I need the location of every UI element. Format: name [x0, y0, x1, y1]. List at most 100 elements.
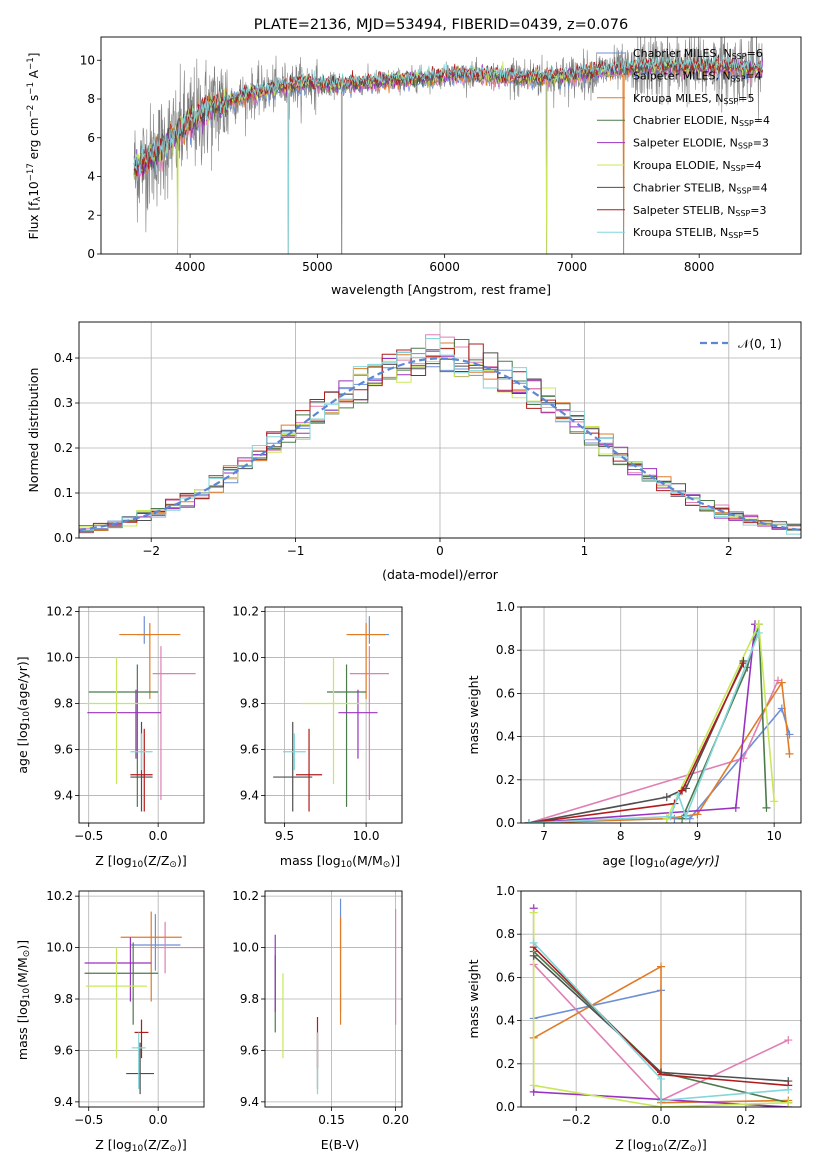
- spectrum-model-kroupa-stelib: [133, 52, 763, 254]
- x-tick-label: −2: [142, 544, 160, 558]
- weight-marker: [662, 793, 671, 802]
- axes-frame: [520, 890, 802, 1108]
- x-tick-label: 0.0: [651, 1113, 670, 1127]
- spectrum-title: PLATE=2136, MJD=53494, FIBERID=0439, z=0…: [254, 17, 628, 33]
- label-part: −2: [26, 105, 36, 118]
- residuals-plot-area: [79, 334, 801, 535]
- weight-marker: [681, 812, 690, 821]
- y-tick-label: 10.2: [232, 605, 259, 619]
- weight-marker: [529, 938, 538, 947]
- weight-marker: [762, 803, 771, 812]
- residual-y-label: Normed distribution: [26, 368, 41, 493]
- label-part: (M/M: [352, 853, 383, 868]
- weight-marker: [754, 620, 763, 629]
- x-tick-label: 0.15: [318, 1113, 345, 1127]
- label-part: Salpeter ELODIE, N: [633, 137, 738, 150]
- age-vs-z-panel: −0.5 0.09.49.69.810.010.2Z [log10(Z/Z⊙)]a…: [15, 605, 205, 870]
- y-tick-label: 9.6: [54, 742, 73, 756]
- y-tick-label: 10: [80, 53, 95, 67]
- errorbar-salpeter-stelib: [134, 1019, 149, 1059]
- weight-vs-z-panel: −0.2 0.0 0.2 0.0 0.2 0.4 0.6 0.8 1.0 mass weight Z…: [466, 884, 802, 1154]
- y-tick-label: 1.0: [496, 884, 515, 898]
- errorbar-kroupa-elodie: [85, 947, 148, 1059]
- y-tick-label: 10.0: [46, 941, 73, 955]
- y-tick-label: 9.6: [240, 1043, 259, 1057]
- y-tick-label: 9.8: [240, 697, 259, 711]
- axes-frame: [520, 606, 802, 824]
- axes-frame: [78, 321, 802, 539]
- x-tick-label: 6000: [429, 260, 460, 274]
- x-tick-label: 10.0: [353, 829, 380, 843]
- label-part: )]: [15, 940, 30, 950]
- weight-marker: [770, 797, 779, 806]
- label-part: =5: [743, 226, 759, 239]
- weight-marker: [657, 1096, 665, 1105]
- x-tick-label: 0.0: [149, 1113, 168, 1127]
- weight-vs-age-panel: 7 8 9 10 0.0 0.2 0.4 0.6 0.8 1.0 mass weight age [l…: [466, 600, 802, 870]
- y-tick-label: 0.6: [496, 686, 515, 700]
- y-tick-label: 0.0: [496, 816, 515, 830]
- y-tick-label: 0.0: [496, 1100, 515, 1114]
- label-part: )]: [177, 853, 187, 868]
- legend-entry-chabrier-miles: Chabrier MILES, NSSP=6: [633, 47, 763, 61]
- label-part: =4: [745, 159, 761, 172]
- y-tick-label: 0.4: [496, 730, 515, 744]
- label-part: s: [27, 95, 41, 105]
- y-axis-label: age [log10(age/yr)]: [15, 656, 32, 773]
- weight-marker: [731, 803, 740, 812]
- weight-marker: [529, 951, 538, 960]
- label-part: SSP: [728, 231, 743, 240]
- x-tick-label: −1: [287, 544, 305, 558]
- y-tick-label: 9.8: [240, 992, 259, 1006]
- x-tick-label: 9: [694, 829, 702, 843]
- x-axis-label: mass [log10(M/M⊙)]: [280, 853, 400, 870]
- x-tick-label: 10: [767, 829, 782, 843]
- errorbar-salpeter-stelib: [130, 728, 153, 812]
- weight-line: [533, 989, 662, 1020]
- x-tick-label: 0.2: [736, 1113, 755, 1127]
- label-part: )]: [177, 1137, 187, 1152]
- x-tick-label: 9.5: [275, 829, 294, 843]
- y-tick-label: 9.8: [54, 697, 73, 711]
- label-part: age [log: [15, 722, 30, 773]
- mass-vs-ebv-panel: 0.15 0.20 9.4 9.6 9.8 10.0 10.2 E(B-V): [232, 889, 409, 1152]
- x-tick-label: 2: [725, 544, 733, 558]
- label-part: SSP: [735, 209, 750, 218]
- label-part: ⊙: [689, 1144, 697, 1154]
- label-part: Salpeter STELIB, N: [633, 204, 735, 217]
- label-part: SSP: [738, 142, 753, 151]
- mass-vs-z-panel: −0.5 0.09.49.69.810.010.2Z [log10(Z/Z⊙)]m…: [15, 889, 205, 1154]
- label-part: 10: [132, 860, 144, 870]
- y-tick-label: 6: [87, 131, 95, 145]
- errorbar-kroupa-miles: [119, 623, 181, 699]
- label-part: SSP: [732, 52, 747, 61]
- label-part: =4: [754, 114, 770, 127]
- age-vs-mass-panel: 9.5 10.0 9.4 9.6 9.8 10.0 10.2 mass [log10(M/M⊙…: [232, 605, 403, 870]
- label-part: ⊙: [22, 950, 32, 958]
- mass-vs-ebv-plot-area: [274, 898, 397, 1095]
- weight-marker: [754, 628, 763, 637]
- label-part: =3: [753, 137, 769, 150]
- x-tick-label: 4000: [175, 260, 206, 274]
- label-part: (age/yr)]: [15, 656, 30, 711]
- errorbar-salpeter-elodie: [87, 689, 161, 759]
- label-part: ⊙: [383, 860, 391, 870]
- x-axis-label: Z [log10(Z/Z⊙)]: [95, 1137, 186, 1154]
- spectrum-x-label: wavelength [Angstrom, rest frame]: [331, 282, 551, 297]
- gaussian-curve: [79, 357, 801, 532]
- weight-line: [533, 942, 789, 1102]
- y-tick-label: 0.4: [496, 1014, 515, 1028]
- y-axis-label: mass weight: [466, 675, 481, 754]
- errorbar-kroupa-stelib: [130, 733, 153, 771]
- label-part: =4: [751, 181, 767, 194]
- weight-vs-z-plot-area: [529, 904, 793, 1107]
- label-part: −17: [26, 163, 36, 181]
- y-tick-label: 9.4: [54, 788, 73, 802]
- spectrum-plot-area: [133, 37, 764, 254]
- errorbar-chabrier-elodie: [88, 664, 159, 807]
- errorbar-kroupa-elodie: [85, 657, 148, 784]
- label-part: (Z/Z: [663, 1137, 689, 1152]
- errorbar-salpeter-elodie: [338, 689, 378, 759]
- label-part: A: [27, 69, 41, 82]
